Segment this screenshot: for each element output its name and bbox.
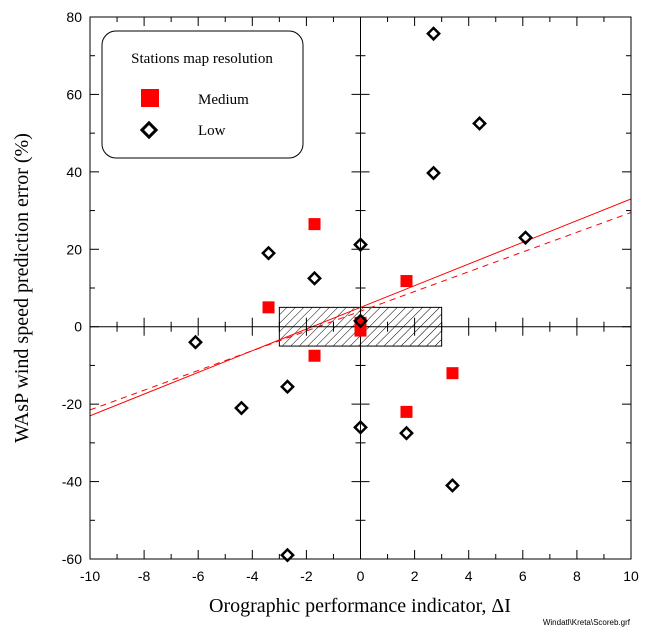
point-medium bbox=[262, 301, 275, 314]
y-tick-label: -20 bbox=[62, 396, 82, 412]
point-low bbox=[518, 230, 533, 246]
x-tick-label: 6 bbox=[519, 568, 527, 584]
point-medium bbox=[400, 275, 413, 288]
x-tick-label: -10 bbox=[80, 568, 100, 584]
point-low bbox=[399, 425, 414, 441]
x-tick-label: 8 bbox=[573, 568, 581, 584]
point-medium bbox=[400, 405, 413, 418]
y-tick-label: 0 bbox=[74, 319, 82, 335]
x-axis-title: Orographic performance indicator, ΔI bbox=[209, 595, 511, 617]
y-axis-title: WAsP wind speed prediction error (%) bbox=[11, 133, 33, 443]
legend-marker-medium bbox=[141, 89, 159, 107]
y-tick-label: 80 bbox=[66, 9, 82, 25]
y-tick-label: 20 bbox=[66, 241, 82, 257]
point-medium bbox=[308, 218, 321, 231]
point-low bbox=[353, 419, 368, 435]
point-low bbox=[353, 313, 368, 329]
point-low bbox=[426, 26, 441, 42]
point-medium bbox=[308, 349, 321, 362]
point-low bbox=[472, 116, 487, 131]
legend-marker-low bbox=[139, 120, 159, 140]
y-tick-label: -60 bbox=[62, 551, 82, 567]
point-medium bbox=[446, 367, 459, 380]
legend-title: Stations map resolution bbox=[131, 51, 273, 67]
point-low bbox=[307, 270, 322, 286]
point-low bbox=[280, 547, 295, 563]
data-points bbox=[188, 26, 533, 563]
point-low bbox=[188, 334, 203, 350]
x-tick-label: -2 bbox=[300, 568, 313, 584]
x-tick-label: 10 bbox=[623, 568, 639, 584]
x-tick-label: 0 bbox=[357, 568, 365, 584]
legend-label-low: Low bbox=[198, 123, 226, 139]
x-tick-label: -4 bbox=[246, 568, 259, 584]
file-path-footnote: Windatl\Kreta\Scoreb.grf bbox=[543, 618, 631, 627]
x-tick-label: 4 bbox=[465, 568, 473, 584]
point-low bbox=[426, 165, 441, 181]
point-low bbox=[261, 245, 276, 261]
point-low bbox=[353, 237, 368, 253]
x-tick-label: -8 bbox=[138, 568, 151, 584]
legend-label-medium: Medium bbox=[198, 92, 249, 108]
y-tick-label: 60 bbox=[66, 86, 82, 102]
legend: Stations map resolution Medium Low bbox=[101, 30, 304, 159]
point-low bbox=[280, 379, 295, 395]
point-low bbox=[234, 400, 249, 416]
y-tick-label: 40 bbox=[66, 164, 82, 180]
point-low bbox=[445, 478, 460, 493]
x-tick-label: 2 bbox=[411, 568, 419, 584]
point-medium bbox=[354, 324, 367, 337]
y-tick-label: -40 bbox=[62, 474, 82, 490]
tick-marks bbox=[89, 16, 632, 560]
x-tick-label: -6 bbox=[192, 568, 205, 584]
